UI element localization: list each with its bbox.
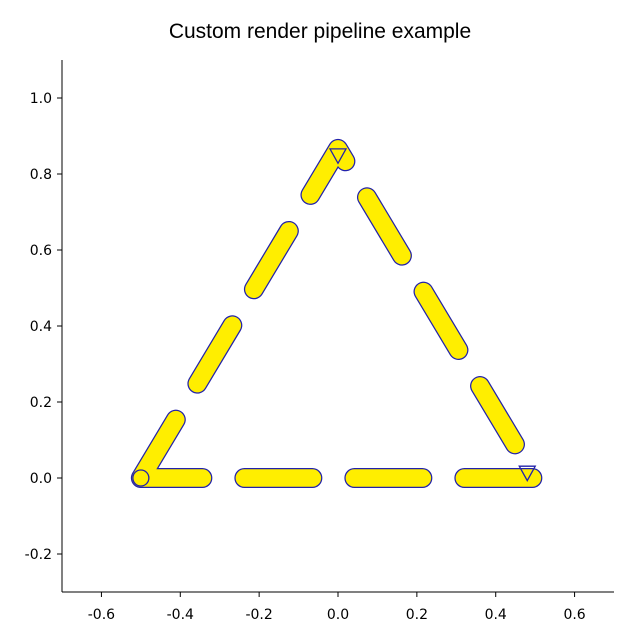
- y-tick-label: 1.0: [30, 91, 52, 107]
- x-tick-label: -0.4: [167, 607, 194, 623]
- triangle-down-marker: [518, 465, 537, 482]
- series-line: [132, 140, 544, 487]
- y-tick-label: 0.8: [30, 167, 52, 183]
- y-tick-label: 0.2: [30, 395, 52, 411]
- plot-area: [130, 138, 546, 488]
- y-tick-label: 0.6: [30, 243, 52, 259]
- x-tick-label: -0.6: [88, 607, 115, 623]
- x-tick-label: 0.0: [327, 607, 349, 623]
- y-tick-label: 0.0: [30, 471, 52, 487]
- x-tick-label: 0.2: [406, 607, 428, 623]
- triangle-down-marker: [328, 148, 348, 165]
- series-start-marker: [132, 469, 150, 487]
- axes: -0.6 -0.4 -0.2 0.0 0.2 0.4 0.6 -0.2 0.0 0.2 0.4 0.6…: [25, 60, 614, 623]
- y-tick-label: 0.4: [30, 319, 52, 335]
- x-tick-label: 0.4: [485, 607, 507, 623]
- x-tick-label: 0.6: [563, 607, 585, 623]
- chart-title: Custom render pipeline example: [169, 20, 471, 43]
- y-tick-label: -0.2: [25, 547, 52, 563]
- x-tick-label: -0.2: [245, 607, 272, 623]
- series-line-outline: [130, 138, 546, 488]
